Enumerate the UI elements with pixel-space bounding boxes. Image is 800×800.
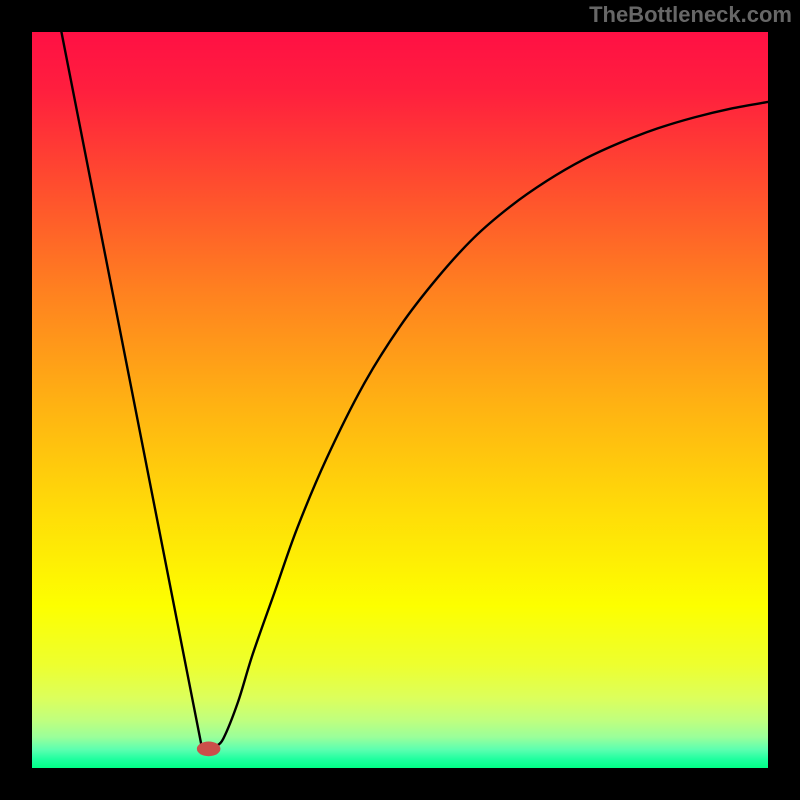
optimum-marker [197,742,221,757]
chart-root: TheBottleneck.com [0,0,800,800]
plot-gradient-area [32,32,768,768]
bottleneck-curve-chart [0,0,800,800]
watermark-text: TheBottleneck.com [589,2,792,28]
